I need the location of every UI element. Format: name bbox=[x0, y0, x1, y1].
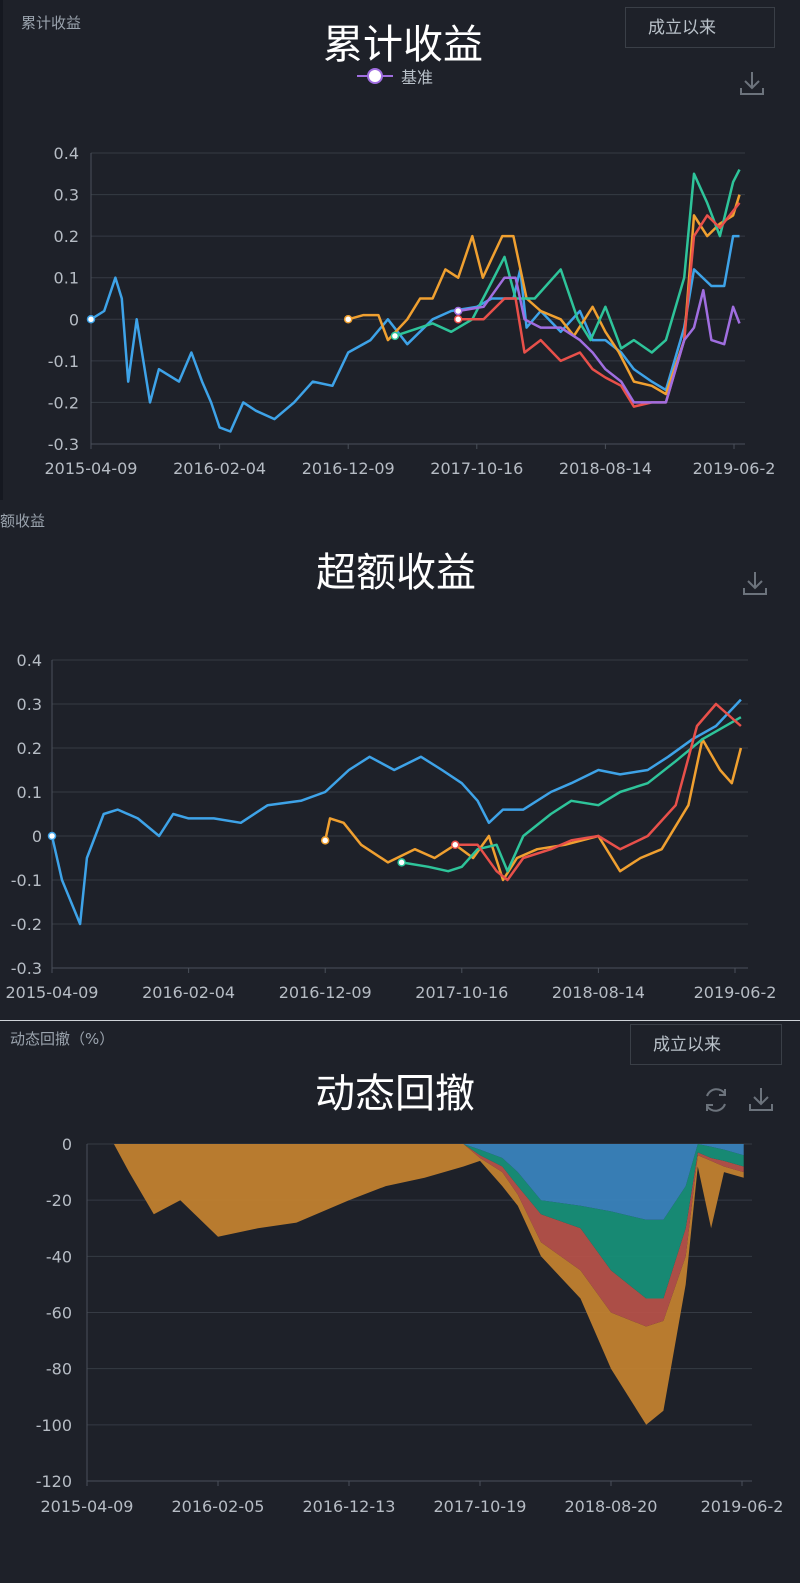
excess-return-panel: 额收益 超额收益 0.4 0.3 0.2 0.1 0 -0.1 -0.2 -0.3 2015-0… bbox=[0, 502, 800, 1018]
series-marker-1 bbox=[343, 315, 353, 324]
x-tick-label: 2015-04-09 bbox=[45, 459, 138, 478]
x-tick-label: 2018-08-14 bbox=[559, 459, 652, 478]
y-tick-label: -0.3 bbox=[11, 959, 42, 978]
legend-label: 基准 bbox=[401, 68, 434, 87]
drawdown-chart: 0 -20 -40 -60 -80 -100 -120 2015-04-09 2016-02-0… bbox=[36, 1135, 784, 1516]
series-line-1 bbox=[323, 737, 743, 882]
drawdown-area-1 bbox=[87, 1144, 744, 1299]
y-tick-label: -100 bbox=[36, 1416, 72, 1435]
range-select[interactable]: 成立以来 bbox=[625, 7, 775, 48]
x-tick-label: 2016-12-09 bbox=[302, 459, 395, 478]
y-tick-label: 0.4 bbox=[54, 144, 79, 163]
x-tick-label: 2018-08-20 bbox=[565, 1497, 658, 1516]
cumulative-return-chart: 0.4 0.3 0.2 0.1 0 -0.1 -0.2 -0.3 2015-04-09 2016-… bbox=[45, 144, 776, 478]
drawdown-area-3 bbox=[87, 1144, 744, 1425]
x-tick-label: 2016-12-13 bbox=[303, 1497, 396, 1516]
y-tick-label: -20 bbox=[46, 1191, 72, 1210]
refresh-icon[interactable] bbox=[702, 1086, 730, 1118]
y-tick-label: -0.1 bbox=[48, 352, 79, 371]
y-tick-label: 0 bbox=[32, 827, 42, 846]
cumulative-return-panel: 累计收益 累计收益 成立以来 基准 0.4 0.3 0.2 0.1 0 -0.1 -0.2 -… bbox=[0, 0, 800, 500]
y-tick-label: -0.3 bbox=[48, 435, 79, 454]
series-marker-1 bbox=[320, 836, 330, 845]
series-line-2 bbox=[394, 169, 741, 354]
excess-return-chart: 0.4 0.3 0.2 0.1 0 -0.1 -0.2 -0.3 2015-04-09 2016-… bbox=[6, 651, 777, 1002]
x-tick-label: 2017-10-19 bbox=[434, 1497, 527, 1516]
x-tick-label: 2019-06-2 bbox=[694, 983, 777, 1002]
y-tick-label: -60 bbox=[46, 1304, 72, 1323]
download-icon[interactable] bbox=[739, 70, 765, 100]
y-tick-label: -120 bbox=[36, 1472, 72, 1491]
x-tick-label: 2016-02-04 bbox=[173, 459, 266, 478]
panel-subtitle: 累计收益 bbox=[21, 14, 82, 32]
x-tick-label: 2018-08-14 bbox=[552, 983, 645, 1002]
y-tick-label: 0.3 bbox=[54, 186, 79, 205]
series-line-3 bbox=[455, 702, 742, 882]
download-icon[interactable] bbox=[742, 570, 768, 600]
y-tick-label: -80 bbox=[46, 1360, 72, 1379]
chart-title: 超额收益 bbox=[316, 550, 476, 596]
series-line-4 bbox=[457, 276, 741, 404]
y-tick-label: 0.4 bbox=[17, 651, 42, 670]
y-tick-label: 0.3 bbox=[17, 695, 42, 714]
series-marker-3 bbox=[450, 840, 460, 850]
series-line-3 bbox=[458, 202, 741, 408]
x-tick-label: 2016-02-04 bbox=[142, 983, 235, 1002]
x-tick-label: 2017-10-16 bbox=[430, 459, 523, 478]
series-line-0 bbox=[90, 234, 740, 433]
panel-subtitle: 额收益 bbox=[0, 512, 46, 530]
chart-title: 动态回撤 bbox=[315, 1071, 475, 1117]
series-marker-3 bbox=[453, 315, 463, 324]
legend-marker-icon bbox=[357, 68, 393, 84]
x-tick-label: 2019-06-2 bbox=[693, 459, 776, 478]
x-tick-label: 2019-06-2 bbox=[701, 1497, 784, 1516]
series-line-1 bbox=[347, 194, 741, 396]
y-tick-label: 0 bbox=[69, 310, 79, 329]
series-line-2 bbox=[401, 716, 742, 873]
download-icon[interactable] bbox=[748, 1086, 774, 1116]
y-tick-label: -0.2 bbox=[11, 915, 42, 934]
y-tick-label: 0.1 bbox=[54, 269, 79, 288]
y-tick-label: 0.2 bbox=[54, 227, 79, 246]
y-tick-label: 0.1 bbox=[17, 783, 42, 802]
legend-item-benchmark[interactable]: 基准 bbox=[355, 64, 433, 88]
y-tick-label: -0.2 bbox=[48, 393, 79, 412]
series-line-0 bbox=[50, 698, 742, 926]
series-marker-2 bbox=[390, 331, 400, 341]
series-marker-2 bbox=[397, 858, 406, 867]
x-tick-label: 2017-10-16 bbox=[415, 983, 508, 1002]
panel-subtitle: 动态回撤（%） bbox=[10, 1030, 115, 1048]
x-tick-label: 2016-02-05 bbox=[172, 1497, 265, 1516]
chart-title: 累计收益 bbox=[323, 22, 483, 68]
y-tick-label: 0 bbox=[62, 1135, 72, 1154]
y-tick-label: -0.1 bbox=[11, 871, 42, 890]
drawdown-panel: 动态回撤（%） 动态回撤 成立以来 0 -20 -40 -60 -80 -100 -120 2… bbox=[0, 1020, 800, 1583]
x-tick-label: 2015-04-09 bbox=[41, 1497, 134, 1516]
range-select[interactable]: 成立以来 bbox=[630, 1024, 782, 1065]
series-marker-0 bbox=[47, 831, 57, 841]
y-tick-label: -40 bbox=[46, 1247, 72, 1266]
x-tick-label: 2015-04-09 bbox=[6, 983, 99, 1002]
series-marker-0 bbox=[86, 315, 96, 324]
y-tick-label: 0.2 bbox=[17, 739, 42, 758]
series-marker-4 bbox=[453, 306, 463, 316]
drawdown-area-0 bbox=[87, 1144, 744, 1220]
x-tick-label: 2016-12-09 bbox=[279, 983, 372, 1002]
